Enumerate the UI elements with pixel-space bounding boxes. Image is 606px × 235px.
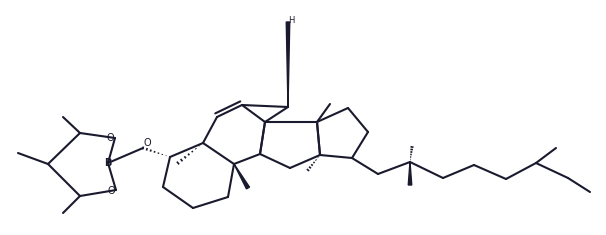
- Text: O: O: [107, 186, 115, 196]
- Text: H: H: [288, 16, 294, 24]
- Text: O: O: [106, 133, 114, 143]
- Polygon shape: [408, 162, 411, 185]
- Polygon shape: [286, 22, 290, 107]
- Text: B: B: [104, 158, 112, 168]
- Polygon shape: [234, 164, 250, 189]
- Text: O: O: [143, 138, 151, 148]
